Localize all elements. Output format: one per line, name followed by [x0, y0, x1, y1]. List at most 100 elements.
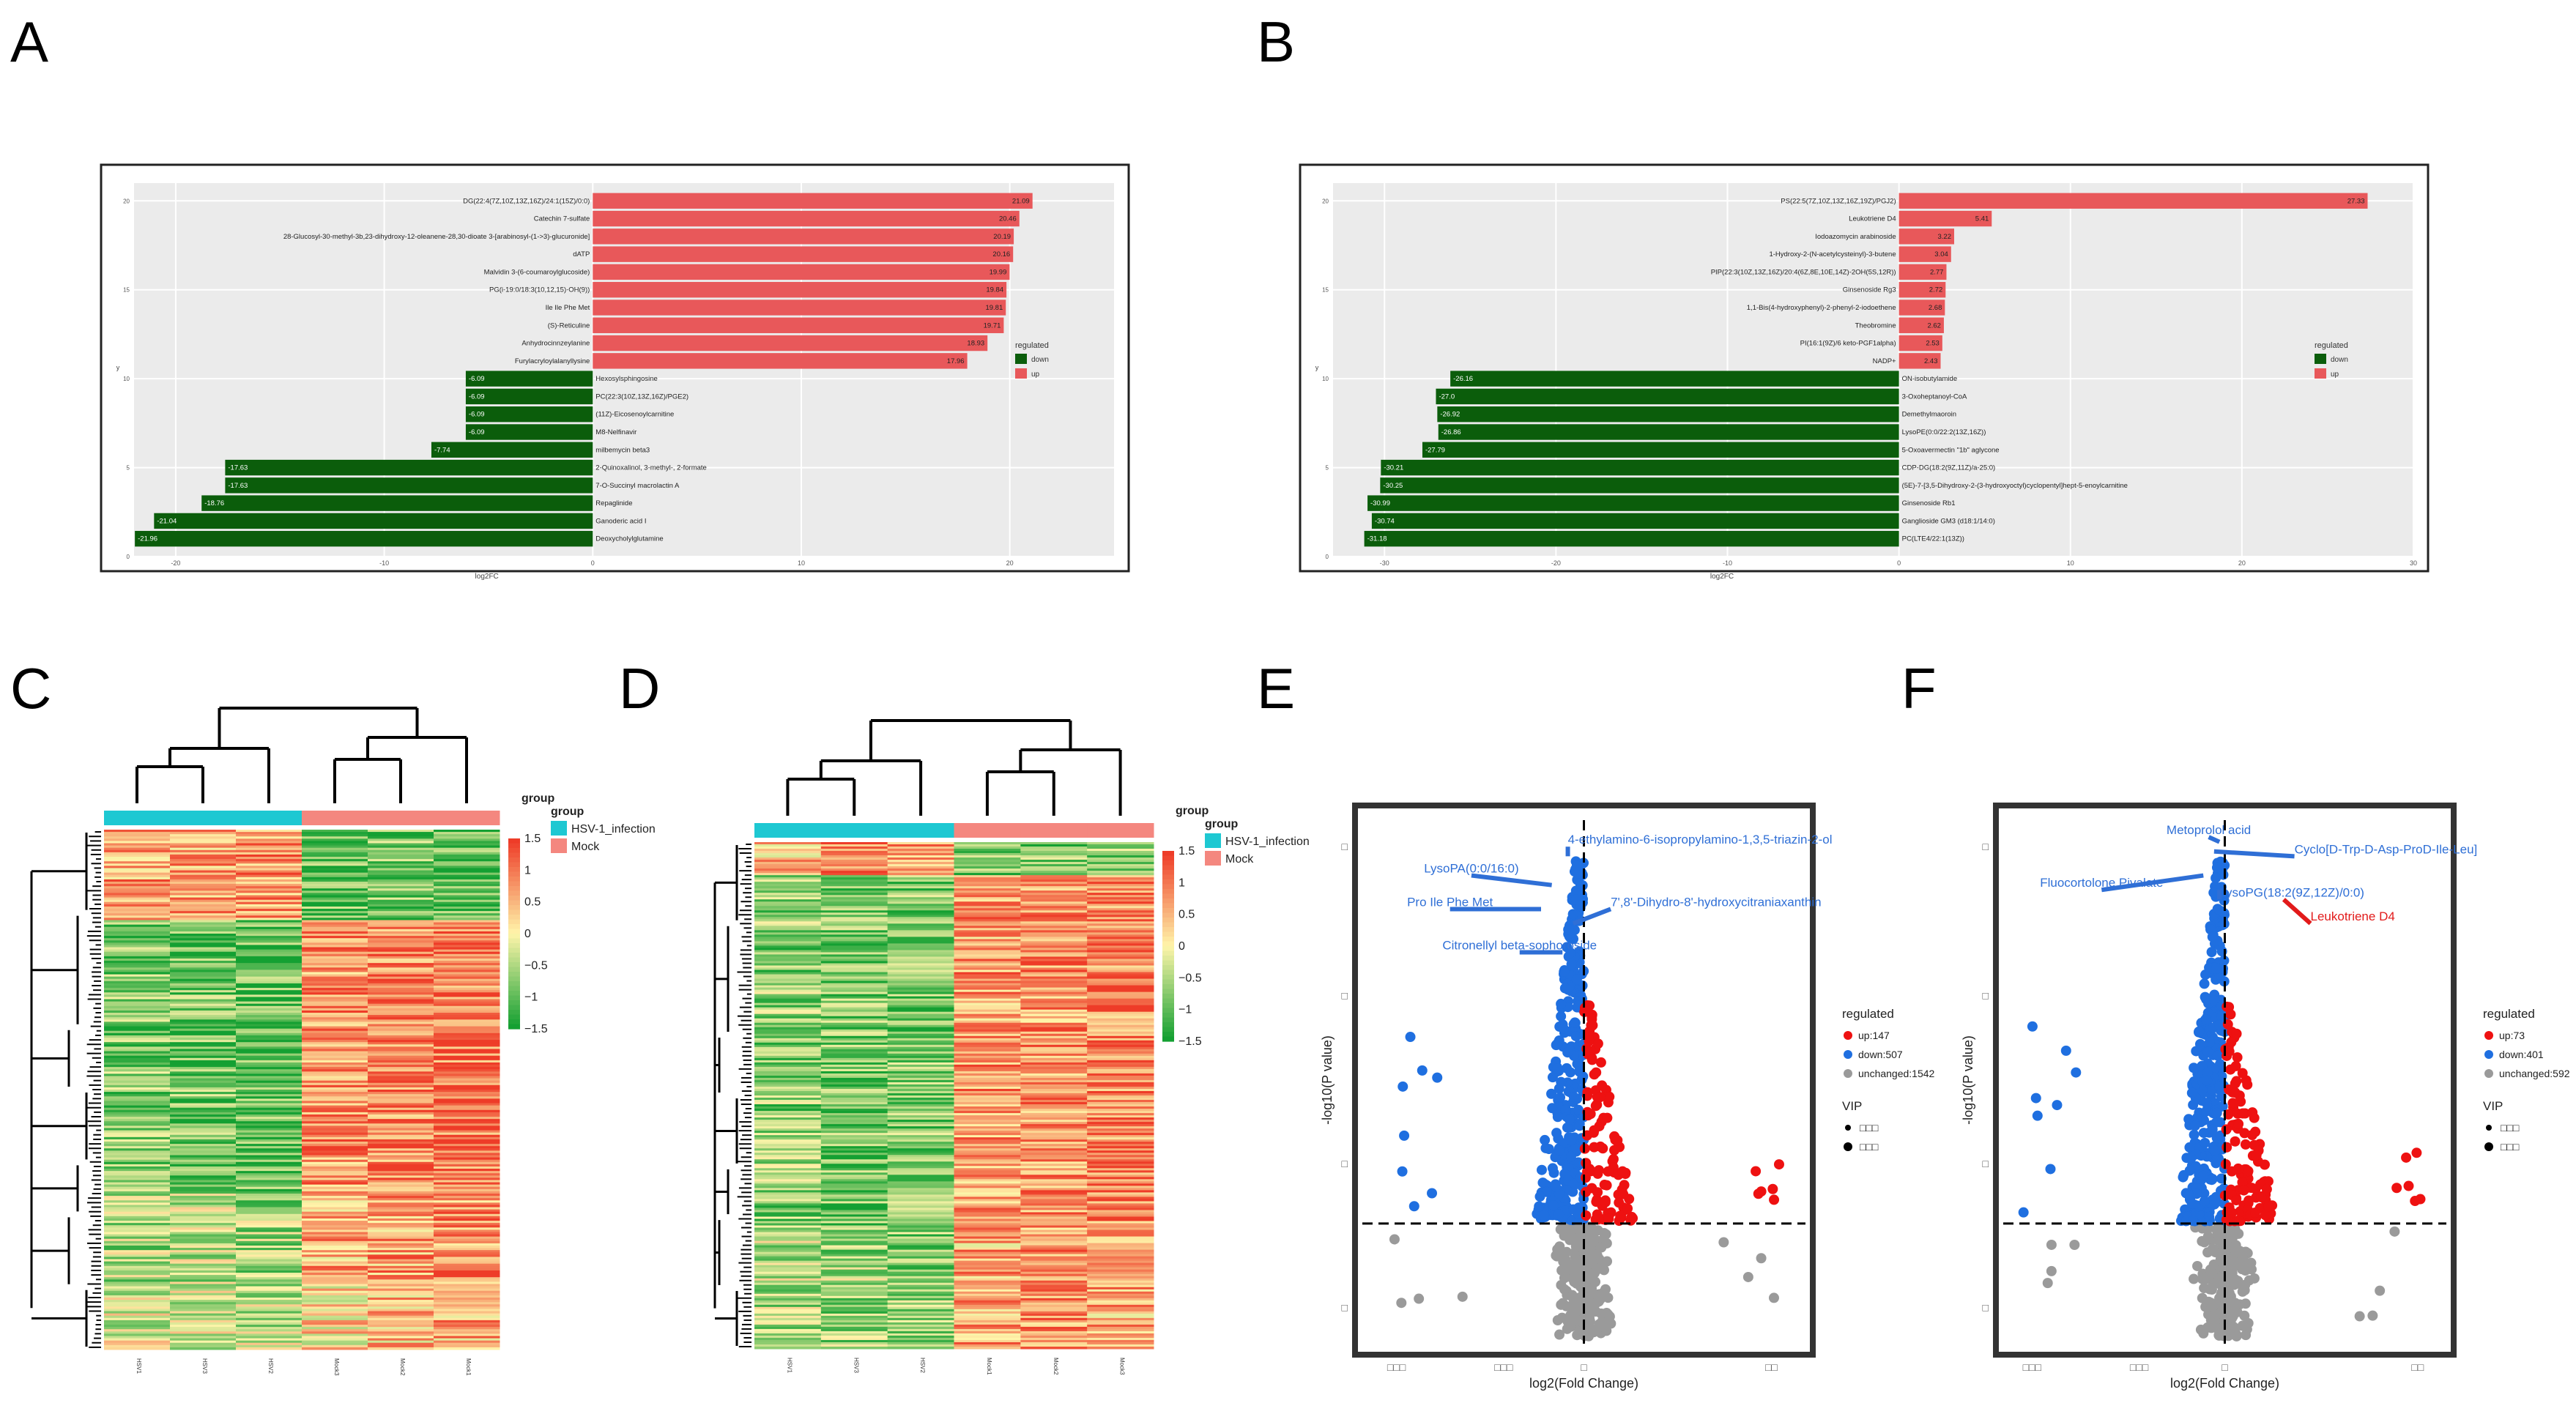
- heatmap-cell: [820, 1276, 888, 1279]
- heatmap-cell: [236, 1065, 302, 1068]
- volcano-vip-dot: [2484, 1142, 2493, 1151]
- heatmap-cell: [170, 938, 237, 941]
- volcano-point-unchanged: [1552, 1244, 1563, 1255]
- heatmap-cell: [1020, 1002, 1088, 1006]
- heatmap-cell: [887, 890, 954, 893]
- heatmap-cell: [954, 996, 1021, 1000]
- heatmap-cell: [954, 1031, 1021, 1035]
- heatmap-cell: [1020, 1192, 1088, 1195]
- heatmap-cell: [887, 976, 954, 980]
- heatmap-cell: [434, 972, 500, 975]
- volcano-point-up: [1602, 1112, 1613, 1123]
- volcano-point-up: [2243, 1166, 2254, 1177]
- heatmap-cell: [368, 1265, 434, 1269]
- heatmap-cell: [1087, 950, 1154, 953]
- heatmap-cell: [368, 1205, 434, 1208]
- heatmap-cell: [820, 1035, 888, 1039]
- volcano-point-down: [2194, 1038, 2205, 1049]
- heatmap-cell: [1087, 1022, 1154, 1026]
- heatmap-cell: [1087, 1267, 1154, 1270]
- heatmap-cell: [887, 1236, 954, 1240]
- bar-category-label: Ganoderic acid I: [595, 517, 646, 525]
- heatmap-cell: [368, 976, 434, 980]
- heatmap-cell: [954, 1258, 1021, 1262]
- heatmap-scale-label: −1: [524, 991, 538, 1004]
- heatmap-cell: [754, 941, 822, 944]
- volcano-point-down: [2211, 1107, 2222, 1118]
- heatmap-cell: [368, 1044, 434, 1047]
- heatmap-cell: [954, 1128, 1021, 1131]
- heatmap-cell: [104, 947, 171, 950]
- heatmap-cell: [754, 1269, 822, 1273]
- heatmap-cell: [1020, 1022, 1088, 1026]
- heatmap-cell: [170, 1273, 237, 1276]
- heatmap-cell: [302, 918, 368, 920]
- heatmap-cell: [820, 1142, 888, 1145]
- heatmap-cell: [820, 1079, 888, 1083]
- volcano-point-unchanged: [1583, 1238, 1594, 1249]
- heatmap-cell: [1087, 1044, 1154, 1048]
- heatmap-cell: [236, 830, 302, 833]
- heatmap-cell: [104, 1306, 171, 1309]
- heatmap-cell: [368, 974, 434, 978]
- heatmap-cell: [954, 998, 1021, 1002]
- heatmap-cell: [820, 1335, 888, 1339]
- heatmap-cell: [302, 1317, 368, 1321]
- heatmap-cell: [954, 1033, 1021, 1037]
- volcano-point-down: [2207, 1124, 2218, 1135]
- heatmap-cell: [302, 1302, 368, 1305]
- heatmap-cell: [236, 1263, 302, 1267]
- heatmap-cell: [1020, 1117, 1088, 1120]
- heatmap-cell: [368, 1207, 434, 1210]
- heatmap-cell: [1087, 1212, 1154, 1215]
- heatmap-cell: [368, 847, 434, 851]
- heatmap-cell: [1087, 849, 1154, 852]
- heatmap-cell: [1087, 1029, 1154, 1032]
- volcano-point-down: [2212, 904, 2223, 915]
- heatmap-cell: [1087, 893, 1154, 896]
- heatmap-cell: [302, 997, 368, 1000]
- heatmap-cell: [820, 1265, 888, 1268]
- heatmap-cell: [887, 1265, 954, 1268]
- heatmap-cell: [1020, 1181, 1088, 1184]
- heatmap-cell: [1087, 991, 1154, 995]
- heatmap-scale-swatch: [1162, 931, 1174, 937]
- heatmap-cell: [236, 1142, 302, 1145]
- heatmap-cell: [434, 830, 500, 833]
- heatmap-cell: [754, 846, 822, 849]
- heatmap-cell: [368, 834, 434, 837]
- volcano-legend-label: up:73: [2499, 1030, 2525, 1041]
- heatmap-cell: [954, 1057, 1021, 1061]
- heatmap-cell: [954, 1071, 1021, 1074]
- bar-category-label: 5-Oxoavermectin "1b" aglycone: [1902, 446, 2000, 454]
- heatmap-cell: [368, 1279, 434, 1282]
- bar: [1364, 531, 1899, 547]
- heatmap-cell: [434, 918, 500, 920]
- heatmap-cell: [170, 1213, 237, 1217]
- volcano-point-up: [1609, 1145, 1620, 1156]
- volcano-point-unchanged: [1597, 1259, 1608, 1270]
- heatmap-cell: [434, 1309, 500, 1312]
- heatmap-cell: [368, 1035, 434, 1038]
- bar-value-label: -26.86: [1441, 428, 1461, 436]
- heatmap-cell: [434, 859, 500, 862]
- heatmap-cell: [368, 1243, 434, 1246]
- heatmap-cell: [434, 874, 500, 878]
- heatmap-cell: [754, 1267, 822, 1270]
- heatmap-cell: [236, 1320, 302, 1323]
- heatmap-cell: [1087, 1062, 1154, 1065]
- heatmap-cell: [170, 1132, 237, 1136]
- heatmap-cell: [104, 847, 171, 851]
- heatmap-cell: [887, 862, 954, 865]
- heatmap-cell: [954, 1342, 1021, 1345]
- heatmap-cell: [368, 884, 434, 887]
- heatmap-scale-swatch: [1162, 1008, 1174, 1013]
- heatmap-cell: [887, 961, 954, 964]
- heatmap-cell: [434, 872, 500, 876]
- heatmap-cell: [754, 857, 822, 860]
- heatmap-cell: [170, 926, 237, 930]
- heatmap-cell: [302, 1010, 368, 1013]
- heatmap-cell: [1087, 1227, 1154, 1231]
- heatmap-cell: [754, 1335, 822, 1339]
- heatmap-cell: [368, 1015, 434, 1018]
